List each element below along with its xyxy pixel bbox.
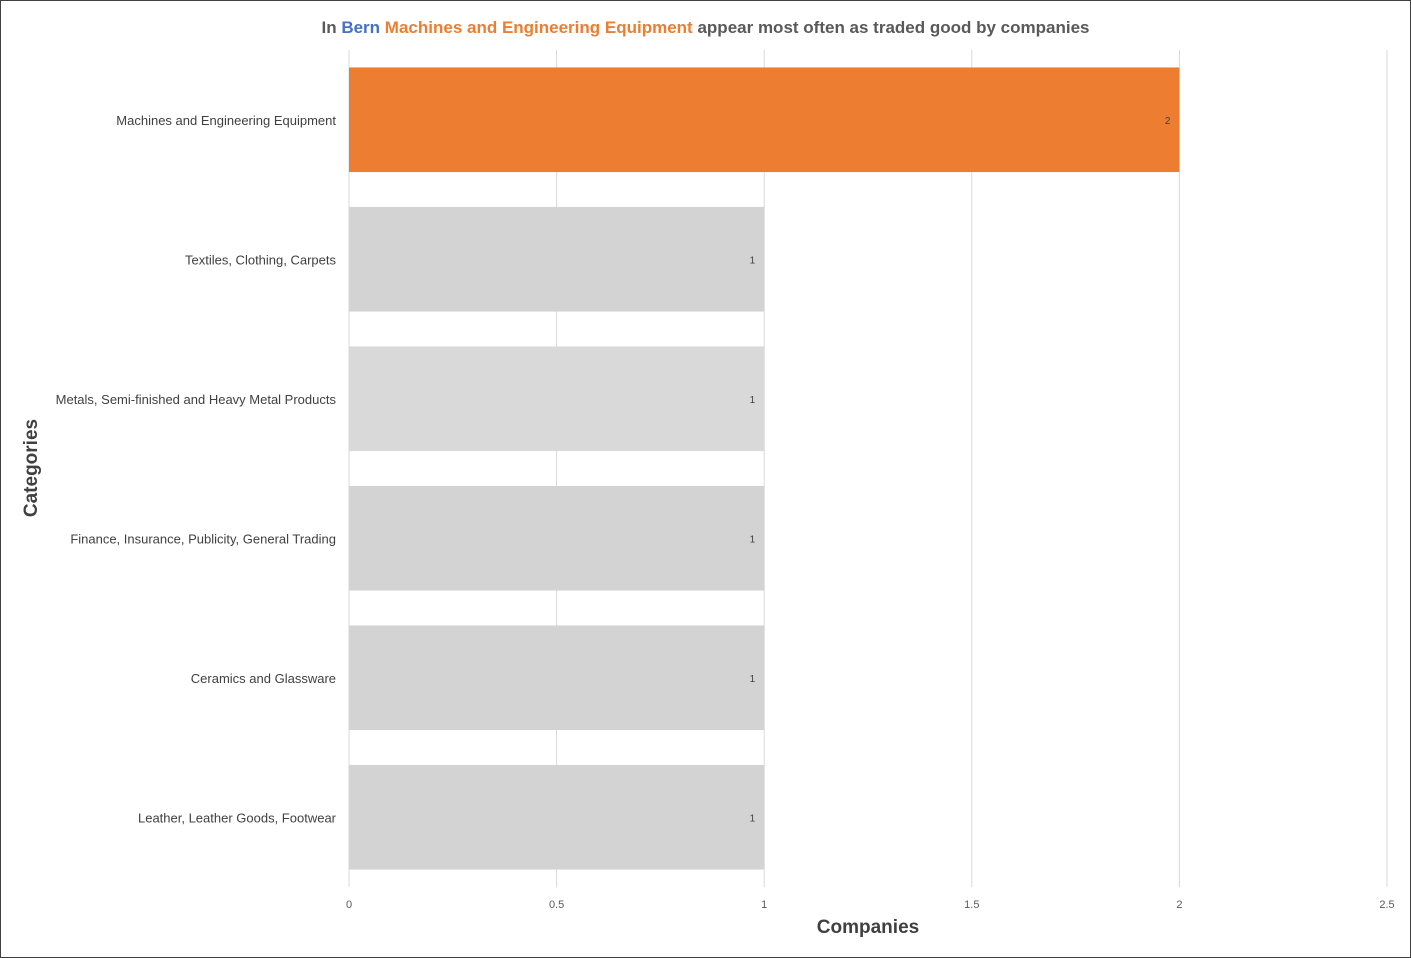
data-label: 1 (750, 255, 756, 266)
title-city: Bern (341, 18, 381, 37)
category-label: Leather, Leather Goods, Footwear (138, 810, 337, 825)
x-tick-label: 1.5 (964, 899, 979, 911)
bar[interactable] (349, 764, 765, 870)
bar[interactable] (349, 346, 765, 452)
data-label: 1 (750, 674, 756, 685)
data-labels: 2 1 1 1 1 1 (750, 116, 1171, 825)
data-label: 1 (750, 534, 756, 545)
data-label: 1 (750, 395, 756, 406)
x-tick-labels: 0 0.5 1 1.5 2 2.5 (346, 899, 1395, 911)
x-tick-label: 1 (761, 899, 767, 911)
chart-title: In Bern Machines and Engineering Equipme… (0, 18, 1411, 38)
bar[interactable] (349, 625, 765, 731)
title-suffix: appear most often as traded good by comp… (697, 18, 1090, 37)
bars (349, 67, 1180, 870)
category-label: Machines and Engineering Equipment (116, 113, 336, 128)
x-tick-label: 2.5 (1379, 899, 1394, 911)
data-label: 1 (750, 813, 756, 824)
title-highlight: Machines and Engineering Equipment (384, 18, 693, 37)
bar[interactable] (349, 206, 765, 312)
category-label: Finance, Insurance, Publicity, General T… (70, 531, 336, 546)
data-label: 2 (1165, 116, 1171, 127)
category-labels: Machines and Engineering Equipment Textil… (56, 113, 337, 826)
x-tick-label: 0.5 (549, 899, 564, 911)
x-tick-label: 0 (346, 899, 352, 911)
category-label: Textiles, Clothing, Carpets (185, 252, 337, 267)
y-axis-title: Categories (21, 418, 42, 518)
x-tick-label: 2 (1176, 899, 1182, 911)
gridlines (348, 50, 1388, 887)
title-prefix: In (321, 18, 337, 37)
bar[interactable] (349, 485, 765, 591)
category-label: Ceramics and Glassware (191, 671, 336, 686)
category-label: Metals, Semi-finished and Heavy Metal Pr… (56, 392, 337, 407)
bar[interactable] (349, 67, 1180, 173)
x-axis-title: Companies (816, 917, 920, 938)
